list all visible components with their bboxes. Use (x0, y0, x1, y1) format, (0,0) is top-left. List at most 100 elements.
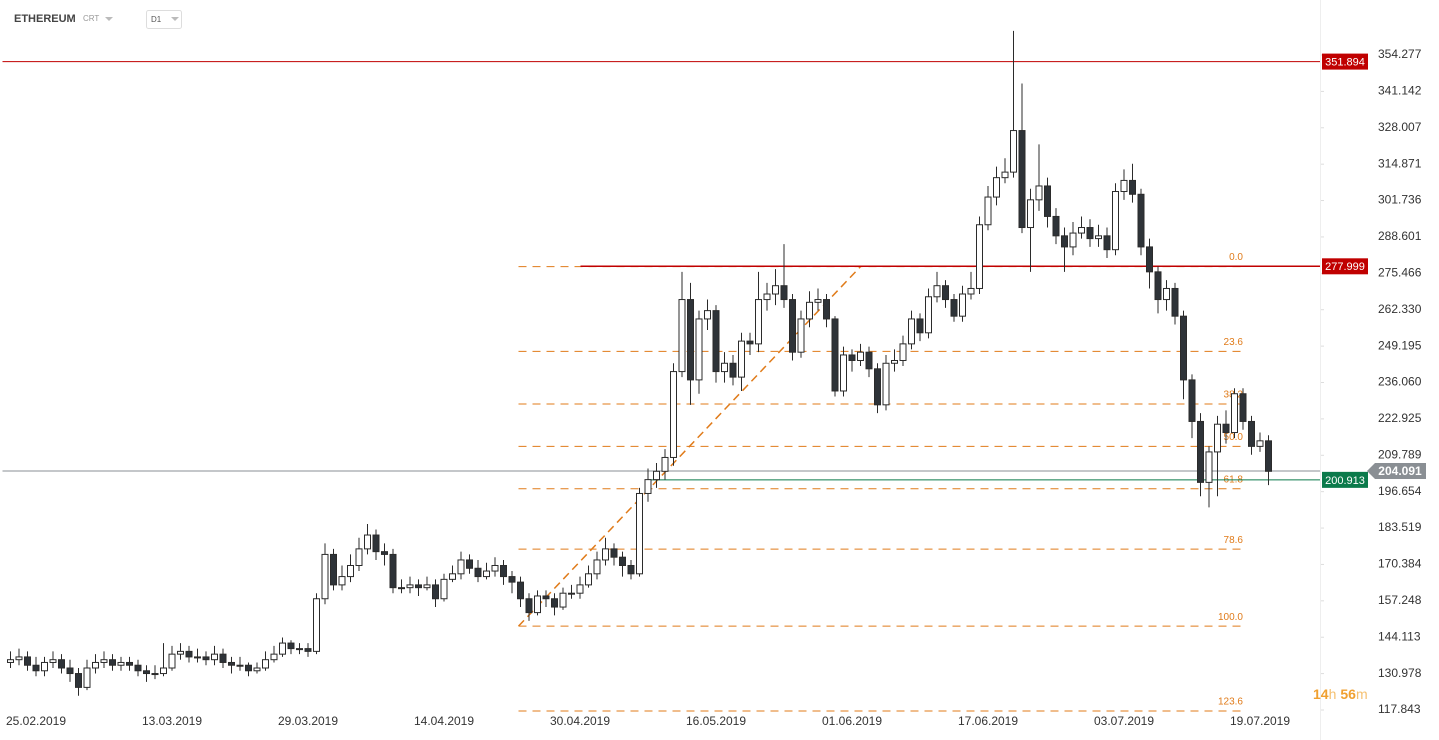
x-tick-label: 29.03.2019 (278, 714, 338, 728)
candle-body (568, 592, 575, 595)
candle-body (1163, 287, 1170, 301)
candle-body (993, 177, 1000, 198)
y-tick-label: 144.113 (1378, 629, 1421, 643)
candle-body (330, 553, 337, 586)
candle-body (1205, 451, 1213, 483)
candle-body (738, 340, 745, 378)
candle-body (41, 661, 48, 672)
candle-body (398, 587, 405, 590)
candle-body (806, 301, 813, 320)
candle-body (423, 584, 431, 589)
candle-body (636, 492, 643, 575)
price-label: 351.894 (1325, 57, 1365, 69)
candle-body (313, 598, 320, 652)
candle-body (967, 287, 975, 295)
candle-body (219, 653, 227, 663)
y-tick-label: 275.466 (1378, 265, 1422, 279)
candle-body (355, 548, 363, 566)
y-tick-label: 170.384 (1378, 557, 1422, 571)
fib-label: 23.6 (1224, 337, 1244, 348)
candle-body (1129, 179, 1136, 195)
candle-body (1061, 235, 1068, 248)
candle-body (950, 299, 958, 317)
candle-body (1214, 423, 1221, 453)
price-label: 200.913 (1325, 475, 1365, 487)
timeframe-box[interactable] (146, 10, 182, 29)
candle-body (1095, 235, 1102, 240)
candle-body (432, 584, 439, 600)
candle-body (755, 299, 762, 345)
candle-body (1222, 423, 1230, 434)
candle-body (831, 318, 839, 392)
candle-body (619, 556, 626, 566)
y-tick-label: 183.519 (1378, 520, 1422, 534)
countdown-hours: 14 (1313, 686, 1329, 702)
candle-body (729, 362, 737, 378)
candle-body (143, 670, 150, 675)
candle-body (976, 224, 983, 289)
x-tick-label: 14.04.2019 (414, 714, 474, 728)
x-tick-label: 16.05.2019 (686, 714, 746, 728)
candle-body (780, 285, 788, 301)
y-tick-label: 314.871 (1378, 156, 1422, 170)
candle-body (466, 559, 473, 569)
candle-body (1154, 271, 1162, 301)
account[interactable]: CRT (83, 14, 99, 23)
candle-body (933, 285, 941, 298)
timeframe[interactable]: D1 (151, 15, 162, 24)
candle-body (126, 661, 133, 666)
candle-body (202, 656, 210, 661)
candle-body (687, 299, 694, 381)
candle-body (1188, 379, 1196, 422)
price-label-box (1322, 53, 1368, 70)
y-tick-label: 117.843 (1378, 702, 1421, 716)
candle-body (279, 642, 286, 655)
candle-body (1018, 130, 1026, 229)
candle-body (338, 576, 346, 586)
y-tick-label: 130.978 (1378, 666, 1422, 680)
candle-body (746, 340, 754, 345)
candle-body (1069, 232, 1077, 248)
candle-body (848, 354, 856, 361)
x-tick-label: 01.06.2019 (822, 714, 882, 728)
candle-body (75, 673, 82, 688)
fib-label: 100.0 (1218, 612, 1243, 623)
candle-body (177, 650, 184, 655)
candle-body (1265, 440, 1272, 472)
candle-body (1103, 235, 1111, 251)
candle-body (1171, 287, 1179, 317)
x-tick-label: 13.03.2019 (142, 714, 202, 728)
candle-body (840, 354, 847, 392)
x-tick-label: 17.06.2019 (958, 714, 1018, 728)
countdown: 14h 56m (1313, 686, 1368, 702)
candle-body (287, 642, 295, 650)
candle-body (712, 310, 720, 373)
candle-body (1044, 185, 1051, 217)
candle-body (500, 564, 507, 578)
price-label-box (1367, 463, 1426, 480)
candle-body (483, 570, 490, 578)
candle-body (874, 368, 881, 406)
dropdown-caret[interactable] (105, 17, 113, 21)
candle-body (406, 584, 414, 589)
candle-body (364, 534, 371, 550)
x-tick-label: 03.07.2019 (1094, 714, 1154, 728)
candle-body (449, 573, 456, 580)
candle-body (1120, 179, 1128, 193)
candle-body (151, 673, 159, 676)
y-tick-label: 288.601 (1378, 229, 1422, 243)
candle-body (865, 351, 873, 370)
candle-body (916, 318, 924, 334)
candle-body (321, 553, 329, 600)
candle-body (168, 653, 176, 669)
price-label: 277.999 (1325, 261, 1365, 273)
candle-body (534, 595, 541, 614)
candle-body (24, 656, 31, 666)
dropdown-caret[interactable] (171, 17, 179, 21)
x-tick-label: 30.04.2019 (550, 714, 610, 728)
y-tick-label: 262.330 (1378, 302, 1422, 316)
y-tick-label: 236.060 (1378, 375, 1422, 389)
candle-body (372, 534, 380, 553)
